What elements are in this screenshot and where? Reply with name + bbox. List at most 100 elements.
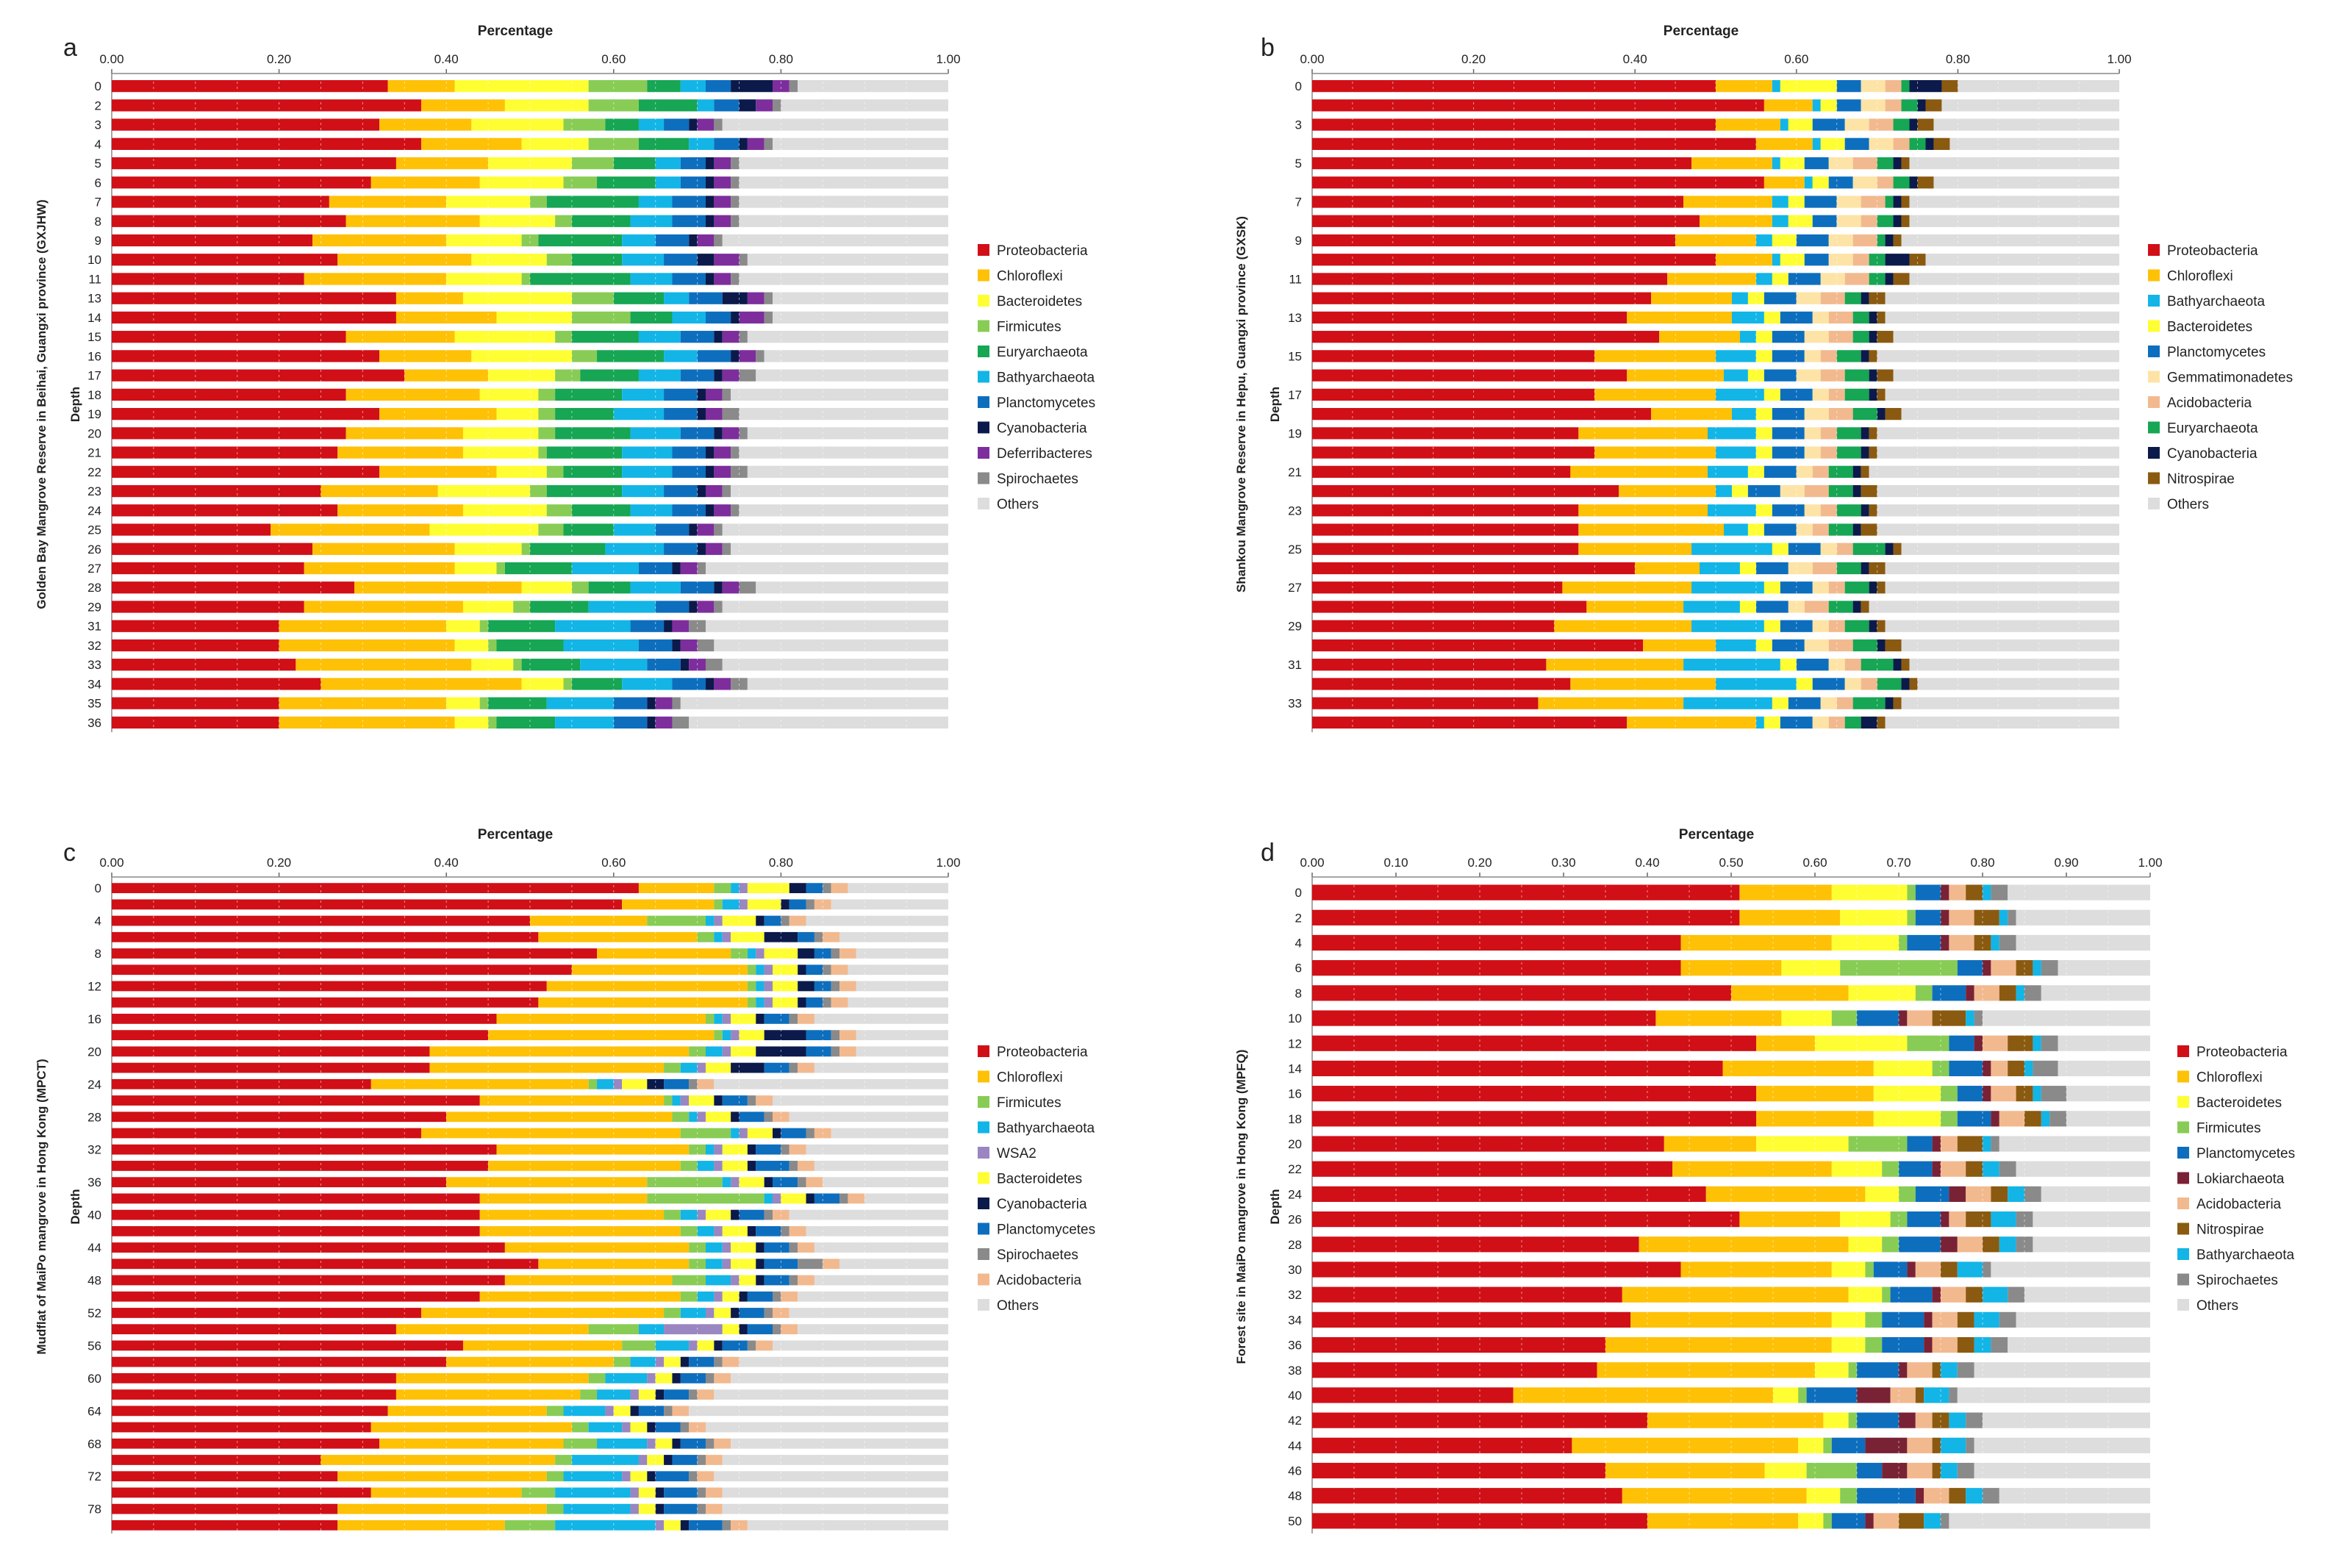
bar-segment-others [747,254,948,266]
legend-label: Lokiarchaeota [2196,1172,2285,1187]
bar-segment-others [864,1193,948,1204]
bar-segment-bathyarchaeota [655,176,681,189]
bar-segment-planctomycetes [1804,157,1829,170]
bar-segment-euryarchaeota [1844,292,1861,304]
bar-segment-chloroflexi [387,79,455,93]
bar-segment-wsa2 [764,981,773,992]
bar-segment-firmicutes [521,273,530,285]
bar-segment-acidobacteria [1820,350,1837,362]
y-tick-label: 13 [87,292,101,306]
bar-segment-planctomycetes [664,1078,690,1089]
bar-segment-wsa2 [705,1308,715,1318]
bar-segment-bathyarchaeota [697,1225,715,1236]
bar-segment-others [722,1487,948,1498]
legend-swatch-chloroflexi [2177,1070,2189,1083]
bar-segment-proteobacteria [1312,659,1547,671]
x-tick-label: 0.70 [1886,856,1911,870]
bar-segment-acidobacteria [672,1406,690,1417]
bar-segment-spirochaetes [806,899,814,910]
site-label: Forest site in MaiPo mangrove in Hong Ko… [1234,1050,1248,1364]
bar-segment-proteobacteria [1312,1362,1597,1378]
bar-segment-euryarchaeota [563,465,623,478]
bar-segment-chloroflexi [421,1128,681,1139]
bar-segment-firmicutes [546,1471,564,1482]
bar-segment-bacteroidetes [1820,137,1845,150]
y-tick-label: 9 [1295,234,1302,248]
bar-segment-proteobacteria [112,1095,480,1106]
bar-segment-nitrospirae [1901,215,1910,227]
bar-segment-euryarchaeota [1844,388,1869,401]
bar-segment-spirochaetes [773,1324,781,1335]
bar-segment-cyanobacteria [731,1308,740,1318]
bar-segment-firmicutes [664,1209,681,1220]
legend-swatch-planctomycetes [2177,1147,2189,1159]
bar-segment-planctomycetes [1915,1186,1949,1203]
bar-segment-planctomycetes [664,543,698,555]
bar-segment-firmicutes [1915,985,1933,1001]
bar-segment-bacteroidetes [496,311,572,324]
bar-segment-bathyarchaeota [1924,1513,1941,1529]
bar-segment-acidobacteria [1820,369,1845,382]
bar-segment-planctomycetes [1747,484,1780,498]
bar-segment-firmicutes [1907,909,1916,926]
bar-segment-bacteroidetes [1780,659,1797,671]
bar-segment-bathyarchaeota [546,697,614,709]
bar-segment-cyanobacteria [1861,350,1869,362]
bar-segment-bacteroidetes [697,1340,715,1351]
bar-segment-acidobacteria [705,1503,723,1514]
bar-segment-cyanobacteria [697,484,706,498]
bar-segment-cyanobacteria [756,1242,765,1253]
bar-segment-acidobacteria [823,931,840,942]
bar-segment-proteobacteria [112,176,371,189]
bar-segment-cyanobacteria [1877,639,1886,652]
bar-segment-proteobacteria [112,543,313,555]
bar-segment-others [773,311,948,324]
bar-segment-spirochaetes [739,331,748,343]
y-tick-label: 4 [95,137,101,151]
bar-segment-planctomycetes [672,273,706,285]
y-tick-label: 22 [87,465,101,479]
bar-segment-others [1909,215,2119,227]
bar-segment-euryarchaeota [571,504,631,517]
bar-segment-bacteroidetes [1780,254,1805,266]
bar-segment-others [731,1438,948,1449]
bar-segment-euryarchaeota [1836,562,1861,575]
bar-segment-euryarchaeota [647,79,681,93]
bar-segment-planctomycetes [1899,1161,1933,1177]
bar-segment-bathyarchaeota [630,215,673,227]
legend: ProteobacteriaChloroflexiFirmicutesBathy… [978,1045,1095,1314]
bar-segment-chloroflexi [387,1406,547,1417]
bar-segment-bacteroidetes [488,369,556,382]
bar-segment-cyanobacteria [1861,446,1869,459]
bar-segment-cyanobacteria [1869,388,1877,401]
bar-segment-nitrospirae [2016,1086,2033,1102]
bar-segment-others [1933,118,2119,131]
bar-segment-euryarchaeota [504,562,572,575]
bar-segment-wsa2 [655,1519,665,1531]
bar-segment-chloroflexi [1691,157,1772,170]
bar-segment-bathyarchaeota [597,1438,648,1449]
bar-segment-chloroflexi [1619,484,1716,498]
bar-segment-others [1893,369,2119,382]
bar-segment-bathyarchaeota [1983,1161,1999,1177]
bar-segment-bathyarchaeota [731,883,740,894]
bar-segment-bacteroidetes [1772,234,1797,247]
bar-segment-cyanobacteria [697,254,715,266]
bar-segment-spirochaetes [689,620,706,632]
bar-segment-nitrospirae [1957,1136,1983,1152]
bar-segment-nitrospirae [1877,581,1886,594]
bar-segment-chloroflexi [1764,99,1813,112]
legend-swatch-proteobacteria [978,244,989,256]
bar-segment-gemmatimonadetes [1804,350,1821,362]
bar-segment-wsa2 [689,1340,698,1351]
bar-segment-bathyarchaeota [622,446,673,459]
bar-segment-bacteroidetes [747,899,781,910]
bar-segment-bacteroidetes [1755,331,1772,343]
bar-segment-bathyarchaeota [1716,639,1756,652]
bar-segment-bacteroidetes [496,407,539,420]
legend-swatch-planctomycetes [978,396,989,408]
bar-segment-firmicutes [747,964,756,975]
legend-swatch-acidobacteria [2148,396,2160,408]
bar-segment-deferribacteres [714,678,731,690]
bar-segment-others [739,157,948,170]
